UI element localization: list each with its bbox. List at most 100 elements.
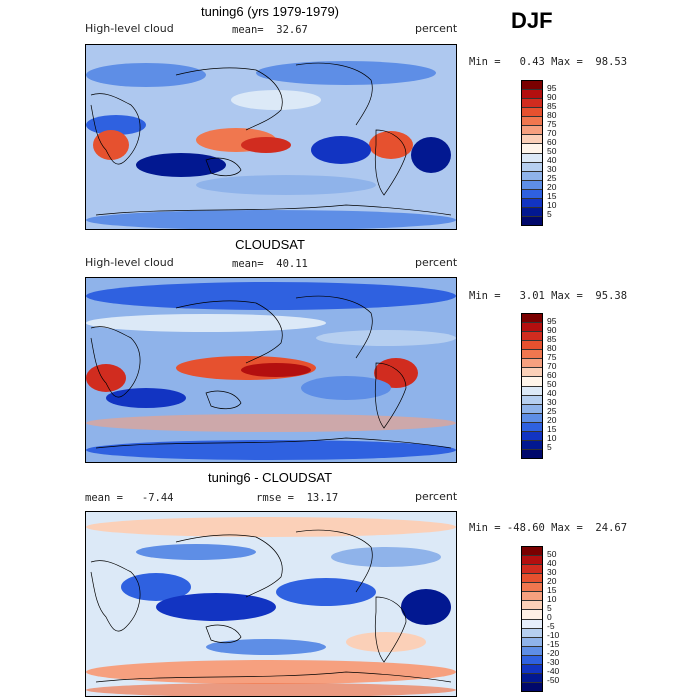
colorbar-swatch <box>522 682 542 691</box>
colorbar-tick-label: 90 <box>547 92 557 102</box>
colorbar-tick-label: 25 <box>547 173 557 183</box>
colorbar-tick-label: 25 <box>547 406 557 416</box>
colorbar-swatch <box>522 359 542 369</box>
colorbar-swatch <box>522 323 542 333</box>
colorbar-swatch <box>522 619 542 629</box>
colorbar-tick-label: 40 <box>547 155 557 165</box>
colorbar-tick-label: 15 <box>547 585 557 595</box>
colorbar-swatch <box>522 90 542 100</box>
colorbar-tick-label: 80 <box>547 110 557 120</box>
panel2-antarctic-band <box>86 440 456 460</box>
panel3-south-america-positive <box>346 632 426 652</box>
colorbar-tick-label: 30 <box>547 567 557 577</box>
colorbar-swatch <box>522 583 542 593</box>
panel1-africa-high <box>93 130 129 160</box>
colorbar-tick-label: 50 <box>547 379 557 389</box>
colorbar-swatch <box>522 198 542 208</box>
colorbar-swatch <box>522 556 542 566</box>
panel3-coastlines <box>90 529 452 683</box>
panel2-minmax-label: Min = 3.01 Max = 95.38 <box>469 290 628 302</box>
panel3-pacific-negative <box>276 578 376 606</box>
colorbar-tick-label: 20 <box>547 576 557 586</box>
panel3-maritime-negative <box>156 593 276 621</box>
panel3-map <box>85 511 457 697</box>
panel2-variable-label: High-level cloud <box>85 256 174 269</box>
panel1-nh-band-east <box>256 61 436 85</box>
colorbar-tick-label: -15 <box>547 639 560 649</box>
colorbar-swatch <box>522 135 542 145</box>
panel3-minmax-label: Min = -48.60 Max = 24.67 <box>469 522 628 534</box>
colorbar-swatch <box>522 565 542 575</box>
panel3-nh-negative <box>136 544 256 560</box>
colorbar-swatch <box>522 440 542 450</box>
colorbar-tick-label: 75 <box>547 352 557 362</box>
colorbar-tick-label: -10 <box>547 630 560 640</box>
panel2-nh-east-band <box>316 330 456 346</box>
panel3-map-svg <box>86 512 456 696</box>
panel3-arctic-positive <box>86 517 456 537</box>
colorbar-swatch <box>522 108 542 118</box>
panel2-coast-south-america <box>374 362 407 429</box>
panel3-coast-eurasia <box>175 534 283 598</box>
colorbar-tick-label: 80 <box>547 343 557 353</box>
colorbar-tick-label: 60 <box>547 370 557 380</box>
colorbar-swatch <box>522 117 542 127</box>
panel1-coastlines <box>90 62 452 216</box>
colorbar-swatch <box>522 592 542 602</box>
panel1-coast-africa <box>90 93 141 165</box>
panel2-pacific-low <box>301 376 391 400</box>
colorbar-tick-label: 5 <box>547 442 552 452</box>
panel1-title: tuning6 (yrs 1979-1979) <box>200 4 340 19</box>
panel3-units-label: percent <box>415 490 458 503</box>
panel3-mean-label: mean = -7.44 <box>85 492 174 504</box>
colorbar-swatch <box>522 341 542 351</box>
panel2-indian-ocean-low <box>106 388 186 408</box>
colorbar-swatch <box>522 655 542 665</box>
colorbar-tick-label: 85 <box>547 101 557 111</box>
panel3-colorbar-ticks: 50 40 30 20 15 10 5 0 -5 -10 -15 -20 -30 -40 -50 <box>547 546 577 690</box>
colorbar-tick-label: 10 <box>547 433 557 443</box>
colorbar-tick-label: -40 <box>547 666 560 676</box>
colorbar-swatch <box>522 180 542 190</box>
panel2-coast-antarctica <box>95 437 452 449</box>
colorbar-swatch <box>522 153 542 163</box>
panel1-sh-band <box>196 175 376 195</box>
colorbar-swatch <box>522 207 542 217</box>
panel1-units-label: percent <box>415 22 458 35</box>
colorbar-tick-label: 70 <box>547 128 557 138</box>
panel3-coast-australia <box>205 624 242 644</box>
colorbar-tick-label: 20 <box>547 182 557 192</box>
colorbar-swatch <box>522 386 542 396</box>
colorbar-swatch <box>522 574 542 584</box>
panel2-coastlines <box>90 295 452 449</box>
colorbar-tick-label: -50 <box>547 675 560 685</box>
colorbar-swatch <box>522 377 542 387</box>
colorbar-tick-label: 5 <box>547 603 552 613</box>
panel3-title: tuning6 - CLOUDSAT <box>207 470 333 485</box>
colorbar-tick-label: 50 <box>547 146 557 156</box>
colorbar-tick-label: 5 <box>547 209 552 219</box>
panel1-variable-label: High-level cloud <box>85 22 174 35</box>
panel1-nh-band-west <box>86 63 206 87</box>
colorbar-swatch <box>522 171 542 181</box>
colorbar-swatch <box>522 431 542 441</box>
panel1-antarctic-band <box>86 210 456 229</box>
colorbar-tick-label: 95 <box>547 316 557 326</box>
colorbar-tick-label: 60 <box>547 137 557 147</box>
colorbar-swatch <box>522 99 542 109</box>
colorbar-swatch <box>522 395 542 405</box>
colorbar-swatch <box>522 189 542 199</box>
colorbar-swatch <box>522 422 542 432</box>
season-label: DJF <box>511 8 553 33</box>
panel2-mean-label: mean= 40.11 <box>232 258 308 270</box>
panel1-coast-south-america <box>374 129 407 196</box>
colorbar-swatch <box>522 637 542 647</box>
panel1-field-blobs <box>86 61 456 229</box>
colorbar-swatch <box>522 368 542 378</box>
colorbar-swatch <box>522 144 542 154</box>
panel1-colorbar-ticks: 95 90 85 80 75 70 60 50 40 30 25 20 15 10 5 <box>547 80 577 224</box>
panel2-map-svg <box>86 278 456 462</box>
panel1-map <box>85 44 457 230</box>
colorbar-tick-label: 50 <box>547 549 557 559</box>
panel1-coast-eurasia <box>175 67 283 131</box>
